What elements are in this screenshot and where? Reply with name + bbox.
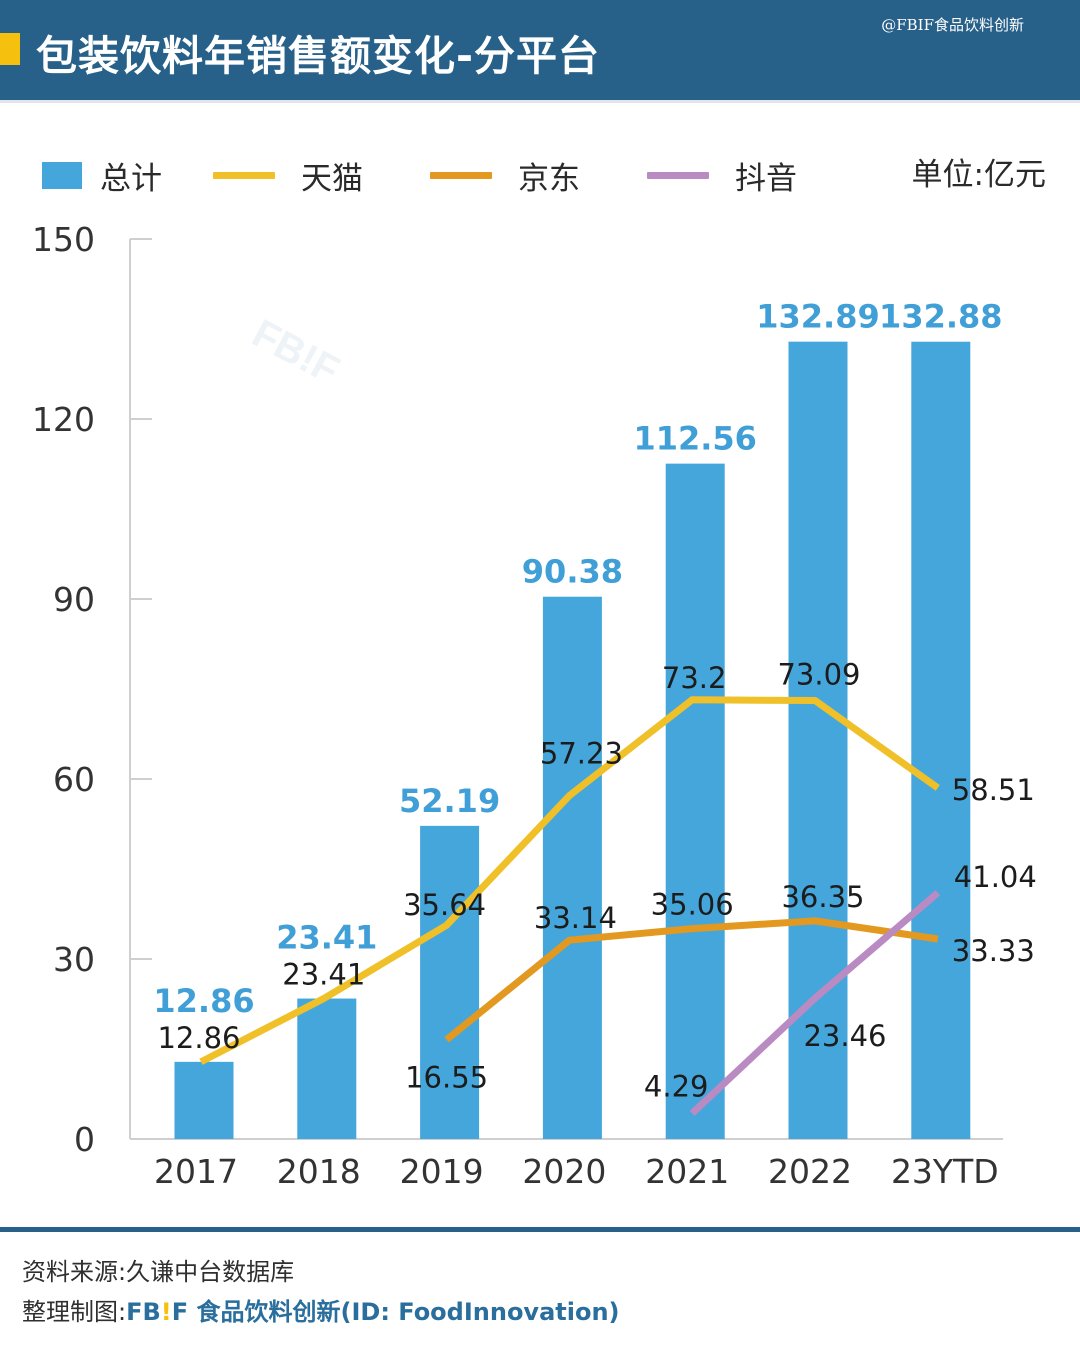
data-label-天猫: 57.23 [540, 737, 623, 771]
brand-logo-fb: FB [126, 1298, 161, 1326]
bar-2019 [420, 825, 480, 1139]
x-tick-label: 2022 [768, 1152, 852, 1191]
data-label-天猫: 73.2 [662, 661, 727, 695]
data-label-天猫: 58.51 [952, 773, 1035, 807]
x-tick-label: 2017 [154, 1152, 238, 1191]
legend-label: 抖音 [735, 160, 797, 197]
y-tick-label: 30 [53, 940, 95, 979]
data-label-total: 52.19 [399, 782, 500, 820]
data-label-total: 112.56 [633, 420, 756, 458]
y-tick-label: 120 [32, 400, 95, 439]
x-tick-label: 2020 [522, 1152, 606, 1191]
source-text: 资料来源:久谦中台数据库 [22, 1258, 295, 1286]
bar-2020 [542, 596, 602, 1139]
bar-2017 [174, 1061, 234, 1139]
legend-swatch-total [42, 161, 82, 189]
brand-name: 食品饮料创新(ID: FoodInnovation) [188, 1298, 620, 1326]
bar-23YTD [911, 341, 971, 1140]
data-label-total: 12.86 [153, 982, 254, 1020]
header-bar: 包装饮料年销售额变化-分平台 @FBIF食品饮料创新 [0, 0, 1080, 100]
header-divider [0, 100, 1080, 103]
data-label-京东: 35.06 [651, 888, 734, 922]
brand-logo-bang: ! [160, 1298, 172, 1326]
data-label-抖音: 23.46 [803, 1019, 886, 1053]
legend-swatch-jd [430, 171, 492, 179]
data-label-抖音: 41.04 [954, 860, 1037, 894]
legend-swatch-tmall [213, 171, 275, 179]
x-tick-label: 2018 [277, 1152, 361, 1191]
page-title: 包装饮料年销售额变化-分平台 [36, 32, 601, 80]
y-tick-label: 150 [32, 220, 95, 259]
data-label-京东: 33.33 [952, 934, 1035, 968]
brand-logo-f: F [171, 1298, 189, 1326]
chart-legend: 总计 天猫 京东 抖音 单位:亿元 [0, 150, 1080, 200]
bar-2018 [297, 998, 357, 1139]
data-label-天猫: 35.64 [403, 888, 486, 922]
data-label-抖音: 4.29 [644, 1069, 709, 1103]
unit-label: 单位:亿元 [911, 157, 1046, 193]
x-tick-label: 23YTD [891, 1152, 999, 1191]
data-label-天猫: 73.09 [777, 657, 860, 691]
legend-swatch-douyin [647, 171, 709, 179]
data-label-京东: 36.35 [781, 880, 864, 914]
data-label-total: 132.88 [879, 298, 1002, 336]
data-label-total: 23.41 [276, 919, 377, 957]
footer-divider [0, 1227, 1080, 1232]
data-label-京东: 16.55 [405, 1061, 488, 1095]
legend-item-douyin: 抖音 [647, 150, 797, 200]
legend-item-total: 总计 [42, 150, 162, 200]
legend-label: 天猫 [301, 160, 363, 197]
credit-text: @FBIF食品饮料创新 [881, 16, 1024, 34]
legend-label: 总计 [100, 160, 162, 197]
title-accent-square [0, 33, 20, 65]
x-tick-label: 2021 [645, 1152, 729, 1191]
data-label-total: 90.38 [522, 553, 623, 591]
data-label-total: 132.89 [756, 298, 879, 336]
bar-2021 [665, 463, 725, 1139]
maker-text: 整理制图:FB!F 食品饮料创新(ID: FoodInnovation) [22, 1292, 620, 1327]
y-tick-label: 0 [74, 1120, 95, 1159]
x-tick-label: 2019 [400, 1152, 484, 1191]
y-tick-label: 90 [53, 580, 95, 619]
data-label-京东: 33.14 [534, 901, 617, 935]
bar-2022 [788, 341, 848, 1139]
legend-item-jd: 京东 [430, 150, 580, 200]
maker-prefix: 整理制图: [22, 1298, 127, 1326]
y-tick-label: 60 [53, 760, 95, 799]
legend-label: 京东 [518, 160, 580, 197]
legend-item-tmall: 天猫 [213, 150, 363, 200]
data-label-天猫: 23.41 [282, 958, 365, 992]
data-label-天猫: 12.86 [157, 1021, 240, 1055]
